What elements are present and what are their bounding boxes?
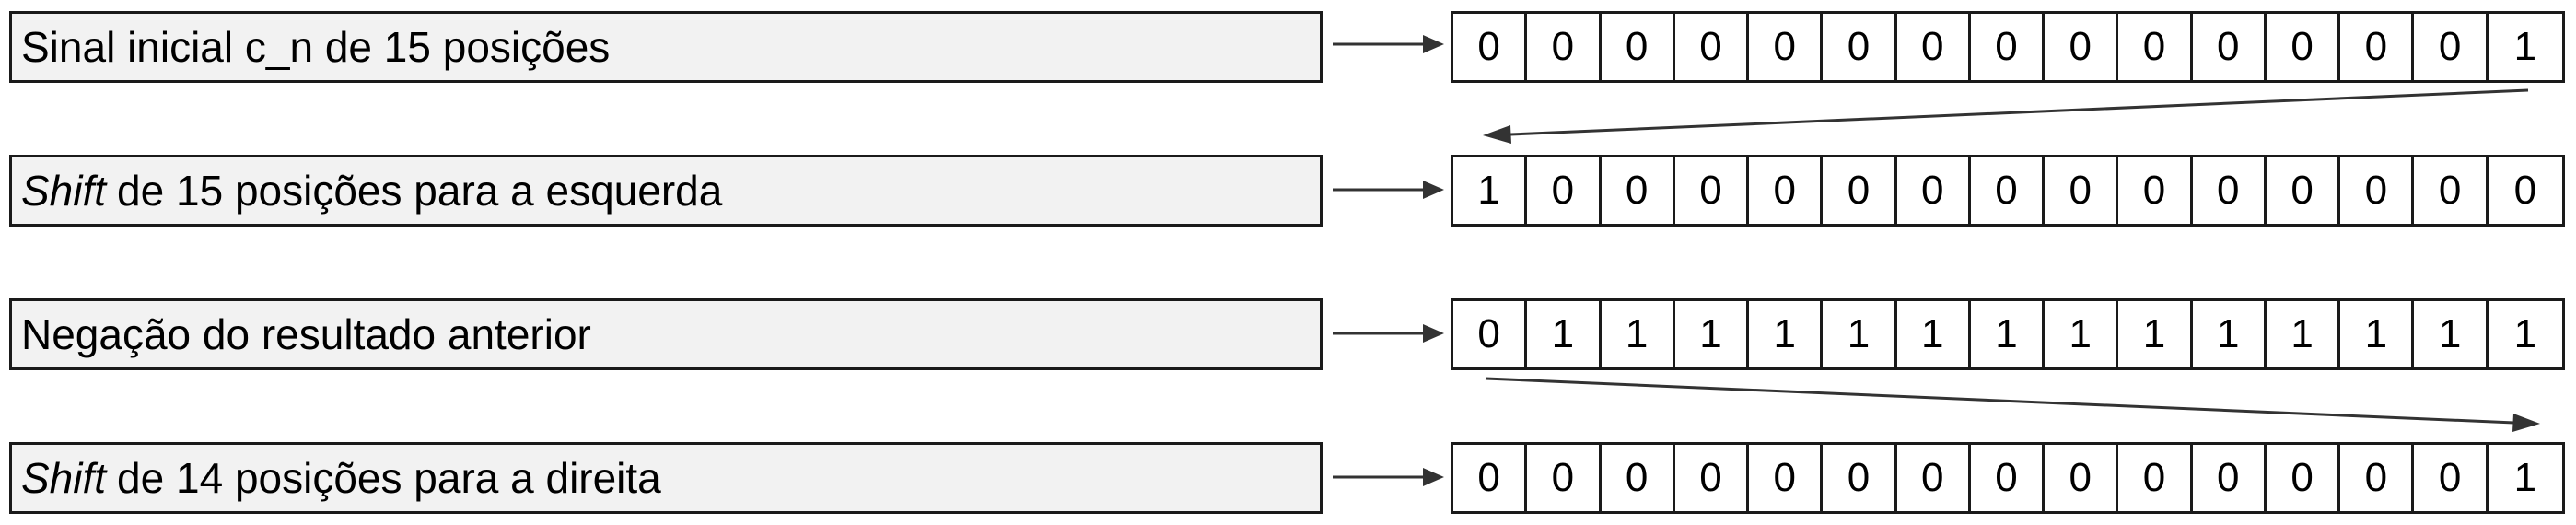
bit-cell: 0 xyxy=(1897,158,1971,224)
bit-cell: 1 xyxy=(2414,301,2489,368)
bit-cell: 0 xyxy=(1675,158,1750,224)
bit-cell: 0 xyxy=(2513,168,2537,213)
bit-cell: 1 xyxy=(2045,301,2119,368)
bit-cell: 0 xyxy=(1675,14,1750,80)
bit-cell: 0 xyxy=(1527,445,1602,511)
bit-cell: 0 xyxy=(1602,445,1675,511)
bit-cell: 0 xyxy=(2340,158,2415,224)
bit-cell: 0 xyxy=(1602,158,1675,224)
bit-cell: 0 xyxy=(2340,14,2415,80)
row-4-label-text: de 14 posições para a direita xyxy=(117,454,661,502)
bit-cell: 0 xyxy=(2414,445,2489,511)
bit-cell: 0 xyxy=(2414,14,2489,80)
bit-cell: 0 xyxy=(1453,445,1528,511)
bit-cell: 0 xyxy=(2118,158,2193,224)
row-2-label-italic: Shift xyxy=(21,167,107,215)
bit-cell: 0 xyxy=(2267,445,2341,511)
bit-cell: 0 xyxy=(2267,158,2341,224)
row-3-label-text: Negação do resultado anterior xyxy=(21,310,591,358)
bit-cell: 1 xyxy=(1602,301,1675,368)
bit-cell: 0 xyxy=(2193,14,2267,80)
bit-cell: 0 xyxy=(1823,158,1897,224)
bit-cell: 1 xyxy=(1527,301,1602,368)
bit-cell: 0 xyxy=(2118,14,2193,80)
row-4-label-italic: Shift xyxy=(21,454,107,502)
bit-cell: 0 xyxy=(1602,14,1675,80)
bit-cell: 0 xyxy=(1675,445,1750,511)
bit-cell: 0 xyxy=(1897,445,1971,511)
row-1-label-text: Sinal inicial c_n de 15 posições xyxy=(21,23,611,71)
bit-cell: 0 xyxy=(2193,445,2267,511)
bit-cell: 0 xyxy=(1527,158,1602,224)
bit-cell: 1 xyxy=(1749,301,1824,368)
bit-cell: 1 xyxy=(1897,301,1971,368)
row-1-label: Sinal inicial c_n de 15 posições xyxy=(9,11,1323,83)
bit-cell: 0 xyxy=(1749,14,1824,80)
bit-cell: 1 xyxy=(1675,301,1750,368)
bit-cell: 0 xyxy=(1971,158,2046,224)
bit-cell: 0 xyxy=(2045,445,2119,511)
bit-cell: 0 xyxy=(2340,445,2415,511)
label-to-bits-arrow-3 xyxy=(1333,324,1444,343)
bit-cell: 0 xyxy=(1453,301,1528,368)
label-to-bits-arrow-1 xyxy=(1333,35,1444,53)
label-to-bits-arrow-2 xyxy=(1333,181,1444,199)
bit-cell: 0 xyxy=(2118,445,2193,511)
bit-cell: 1 xyxy=(2267,301,2341,368)
bit-cell: 0 xyxy=(1823,14,1897,80)
bit-cell: 1 xyxy=(2118,301,2193,368)
bit-cell: 1 xyxy=(1453,158,1528,224)
bit-cell: 1 xyxy=(2193,301,2267,368)
bit-cell: 0 xyxy=(1749,158,1824,224)
bit-cell: 0 xyxy=(1527,14,1602,80)
bit-cell: 0 xyxy=(2267,14,2341,80)
right-shift-diagonal-arrow xyxy=(1485,377,2540,432)
bit-cell: 0 xyxy=(1897,14,1971,80)
row-2-label: Shift de 15 posições para a esquerda xyxy=(9,155,1323,227)
bit-cell: 0 xyxy=(2045,14,2119,80)
row-3-label: Negação do resultado anterior xyxy=(9,298,1323,370)
label-to-bits-arrow-4 xyxy=(1333,468,1444,486)
bit-cell: 0 xyxy=(1453,14,1528,80)
bit-cell: 0 xyxy=(2193,158,2267,224)
bit-cell: 1 xyxy=(1823,301,1897,368)
bit-cell: 0 xyxy=(2414,158,2489,224)
bit-cell: 0 xyxy=(1823,445,1897,511)
row-4-label: Shift de 14 posições para a direita xyxy=(9,442,1323,514)
bit-cell: 0 xyxy=(1749,445,1824,511)
row-2-label-text: de 15 posições para a esquerda xyxy=(117,167,723,215)
bit-cell: 0 xyxy=(1971,445,2046,511)
left-shift-diagonal-arrow xyxy=(1483,88,2529,144)
bit-cell: 1 xyxy=(2340,301,2415,368)
bit-cell: 0 xyxy=(2045,158,2119,224)
bit-cell: 1 xyxy=(1971,301,2046,368)
bit-cell: 1 xyxy=(2513,24,2537,69)
bit-cell: 1 xyxy=(2513,311,2537,356)
bit-cell: 0 xyxy=(1971,14,2046,80)
bit-cell: 1 xyxy=(2513,455,2537,500)
